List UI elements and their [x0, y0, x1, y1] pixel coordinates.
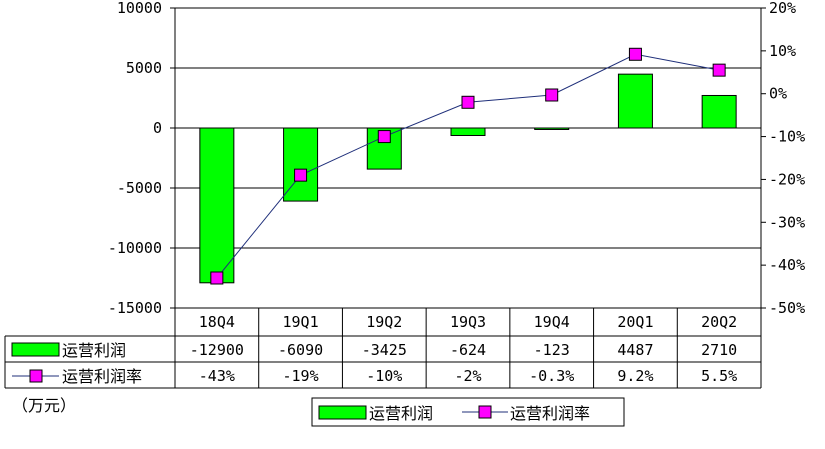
- y-tick-label: -5000: [117, 179, 162, 197]
- table-cell-profit: 2710: [701, 341, 737, 359]
- bar: [701, 94, 737, 129]
- legend-label-margin: 运营利润率: [510, 404, 590, 423]
- line-point: [210, 271, 224, 285]
- line-point: [712, 63, 726, 77]
- row-key-bar: [11, 342, 60, 357]
- legend-key-bar: [318, 405, 367, 420]
- y2-tick-label: -20%: [769, 170, 805, 188]
- y2-tick-label: 10%: [769, 42, 796, 60]
- line-point: [461, 95, 475, 109]
- table-cell-margin: -10%: [366, 367, 402, 385]
- y-tick-label: -10000: [108, 239, 162, 257]
- bar: [534, 127, 570, 130]
- table-cell-margin: 9.2%: [617, 367, 653, 385]
- table-cell-margin: -0.3%: [529, 367, 574, 385]
- legend-key-marker: [478, 405, 492, 419]
- data-table: 18Q4 -12900 -43% 19Q1 -6090 -19% 19Q2 -3425 -10%…: [4, 307, 762, 389]
- table-cell-profit: -123: [534, 341, 570, 359]
- bar: [199, 127, 235, 284]
- y2-tick-label: -50%: [769, 299, 805, 317]
- unit-label: （万元）: [12, 396, 76, 415]
- line-point: [377, 130, 391, 144]
- y-tick-label: -15000: [108, 299, 162, 317]
- x-tick-label: 18Q4: [199, 313, 235, 331]
- table-cell-profit: 4487: [617, 341, 653, 359]
- legend-label-profit: 运营利润: [369, 404, 433, 423]
- y-tick-label: 5000: [126, 59, 162, 77]
- table-cell-margin: -2%: [454, 367, 481, 385]
- x-tick-label: 19Q3: [450, 313, 486, 331]
- y2-tick-label: 20%: [769, 0, 796, 17]
- x-tick-label: 20Q1: [617, 313, 653, 331]
- x-tick-label: 19Q4: [534, 313, 570, 331]
- table-cell-profit: -624: [450, 341, 486, 359]
- y2-tick-label: 0%: [769, 85, 787, 103]
- row-key-marker: [29, 369, 43, 383]
- x-tick-label: 19Q2: [366, 313, 402, 331]
- plot-frame: [174, 8, 762, 308]
- line-point: [545, 88, 559, 102]
- row-label-profit: 运营利润: [62, 341, 126, 360]
- gridlines: [175, 7, 761, 309]
- line-point: [294, 168, 308, 182]
- bar: [617, 73, 653, 129]
- legend: 运营利润 运营利润率: [311, 397, 625, 427]
- y-tick-label: 0: [153, 119, 162, 137]
- y-axis-left: 10000 5000 0 -5000 -10000 -15000: [108, 0, 175, 317]
- y-tick-label: 10000: [117, 0, 162, 17]
- y2-tick-label: -10%: [769, 128, 805, 146]
- y2-tick-label: -40%: [769, 256, 805, 274]
- table-cell-margin: 5.5%: [701, 367, 737, 385]
- x-tick-label: 19Q1: [283, 313, 319, 331]
- table-cell-profit: -12900: [190, 341, 244, 359]
- row-label-margin: 运营利润率: [62, 367, 142, 386]
- y2-tick-label: -30%: [769, 213, 805, 231]
- y-axis-right: 20% 10% 0% -10% -20% -30% -40% -50%: [761, 0, 805, 317]
- bar: [450, 127, 486, 136]
- x-tick-label: 20Q2: [701, 313, 737, 331]
- table-cell-margin: -19%: [283, 367, 319, 385]
- line-point: [628, 47, 642, 61]
- table-cell-profit: -3425: [362, 341, 407, 359]
- table-cell-profit: -6090: [278, 341, 323, 359]
- margin-line: [210, 47, 726, 285]
- table-cell-margin: -43%: [199, 367, 235, 385]
